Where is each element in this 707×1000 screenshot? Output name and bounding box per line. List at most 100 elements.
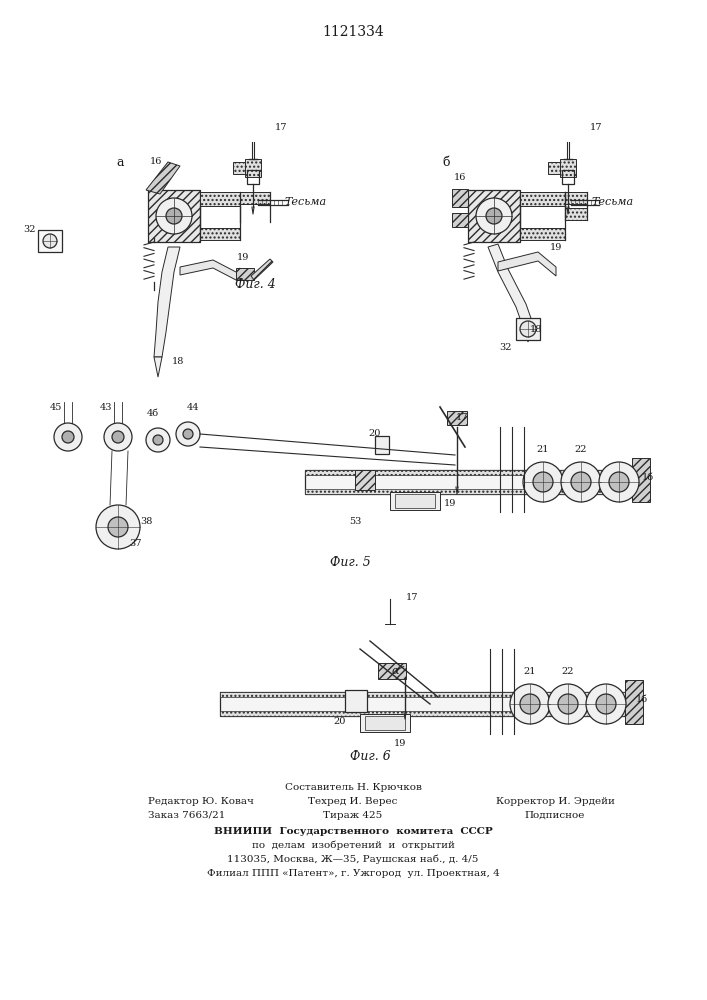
- Circle shape: [62, 431, 74, 443]
- Polygon shape: [148, 190, 200, 242]
- Text: Тесьма: Тесьма: [285, 197, 327, 207]
- Text: 16: 16: [454, 172, 466, 182]
- Circle shape: [156, 198, 192, 234]
- Circle shape: [571, 472, 591, 492]
- Circle shape: [43, 234, 57, 248]
- Text: 44: 44: [187, 402, 199, 412]
- Text: Составитель Н. Крючков: Составитель Н. Крючков: [284, 782, 421, 792]
- Text: 32: 32: [500, 342, 513, 352]
- Polygon shape: [345, 690, 367, 712]
- Text: а: а: [116, 155, 124, 168]
- Polygon shape: [468, 190, 520, 242]
- Text: Подписное: Подписное: [525, 810, 585, 820]
- Circle shape: [166, 208, 182, 224]
- Circle shape: [54, 423, 82, 451]
- Text: 21: 21: [524, 668, 536, 676]
- Circle shape: [108, 517, 128, 537]
- Text: Тесьма: Тесьма: [592, 197, 634, 207]
- Circle shape: [476, 198, 512, 234]
- Polygon shape: [200, 192, 240, 206]
- Polygon shape: [154, 247, 180, 357]
- Polygon shape: [305, 489, 645, 494]
- Circle shape: [176, 422, 200, 446]
- Text: 20: 20: [369, 430, 381, 438]
- Circle shape: [104, 423, 132, 451]
- Polygon shape: [360, 714, 410, 732]
- Polygon shape: [565, 192, 587, 204]
- Polygon shape: [520, 228, 565, 240]
- Text: 20: 20: [334, 718, 346, 726]
- Polygon shape: [38, 230, 62, 252]
- Polygon shape: [200, 228, 240, 240]
- Polygon shape: [516, 318, 540, 340]
- Circle shape: [153, 435, 163, 445]
- Polygon shape: [395, 494, 435, 508]
- Circle shape: [96, 505, 140, 549]
- Circle shape: [520, 321, 536, 337]
- Text: Филиал ППП «Патент», г. Ужгород  ул. Проектная, 4: Филиал ППП «Патент», г. Ужгород ул. Прое…: [206, 868, 499, 878]
- Polygon shape: [180, 260, 240, 280]
- Circle shape: [561, 462, 601, 502]
- Circle shape: [520, 694, 540, 714]
- Polygon shape: [565, 208, 587, 220]
- Polygon shape: [220, 692, 640, 716]
- Text: 17: 17: [456, 412, 468, 422]
- Polygon shape: [154, 357, 162, 377]
- Text: Тираж 425: Тираж 425: [323, 810, 382, 820]
- Text: Фиг. 5: Фиг. 5: [329, 556, 370, 568]
- Text: 43: 43: [100, 402, 112, 412]
- Text: α: α: [391, 666, 399, 676]
- Polygon shape: [447, 411, 467, 425]
- Polygon shape: [632, 458, 650, 502]
- Circle shape: [548, 684, 588, 724]
- Polygon shape: [240, 192, 270, 204]
- Polygon shape: [390, 492, 440, 510]
- Text: 22: 22: [575, 446, 588, 454]
- Text: 1б: 1б: [642, 473, 654, 482]
- Text: 19: 19: [550, 242, 562, 251]
- Text: 22: 22: [562, 668, 574, 676]
- Polygon shape: [520, 192, 565, 206]
- Circle shape: [533, 472, 553, 492]
- Text: 17: 17: [275, 122, 287, 131]
- Polygon shape: [236, 268, 254, 280]
- Polygon shape: [146, 162, 180, 194]
- Polygon shape: [523, 327, 533, 342]
- Text: Фиг. 6: Фиг. 6: [350, 750, 390, 762]
- Polygon shape: [251, 259, 273, 280]
- Polygon shape: [548, 162, 560, 174]
- Circle shape: [523, 462, 563, 502]
- Polygon shape: [488, 244, 533, 327]
- Circle shape: [609, 472, 629, 492]
- Text: 4б: 4б: [147, 410, 159, 418]
- Text: 38: 38: [140, 518, 152, 526]
- Circle shape: [112, 431, 124, 443]
- Polygon shape: [560, 159, 576, 177]
- Text: Редактор Ю. Ковач: Редактор Ю. Ковач: [148, 796, 254, 806]
- Text: по  делам  изобретений  и  открытий: по делам изобретений и открытий: [252, 840, 455, 850]
- Polygon shape: [365, 716, 405, 730]
- Polygon shape: [220, 711, 640, 716]
- Polygon shape: [378, 663, 406, 679]
- Text: 19: 19: [444, 499, 456, 508]
- Text: 16: 16: [150, 157, 162, 166]
- Circle shape: [486, 208, 502, 224]
- Polygon shape: [305, 470, 645, 494]
- Text: 18: 18: [530, 326, 542, 334]
- Text: Корректор И. Эрдейи: Корректор И. Эрдейи: [496, 796, 614, 806]
- Circle shape: [510, 684, 550, 724]
- Text: 18: 18: [172, 358, 185, 366]
- Polygon shape: [220, 692, 640, 697]
- Text: Техред И. Верес: Техред И. Верес: [308, 796, 397, 806]
- Text: 19: 19: [394, 740, 407, 748]
- Text: 37: 37: [130, 540, 142, 548]
- Polygon shape: [452, 213, 468, 227]
- Text: 1121334: 1121334: [322, 25, 384, 39]
- Polygon shape: [233, 162, 245, 174]
- Text: 17: 17: [590, 122, 602, 131]
- Text: 53: 53: [349, 518, 361, 526]
- Polygon shape: [452, 189, 468, 207]
- Polygon shape: [498, 252, 556, 276]
- Polygon shape: [355, 470, 375, 490]
- Circle shape: [146, 428, 170, 452]
